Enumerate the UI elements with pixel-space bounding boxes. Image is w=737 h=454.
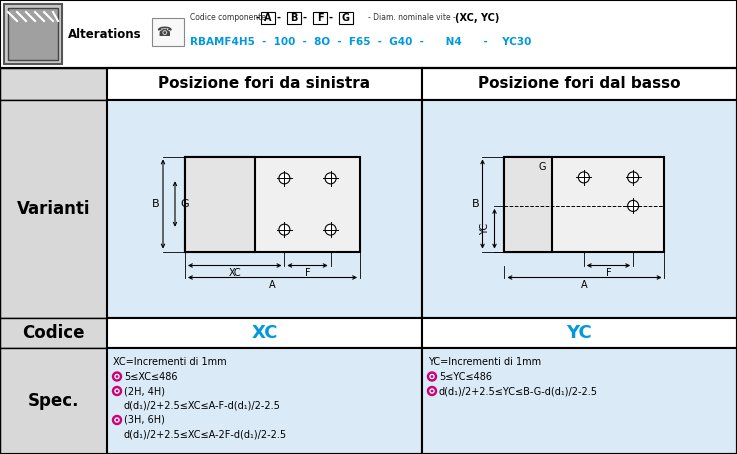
Text: F: F <box>606 267 611 277</box>
Text: Spec.: Spec. <box>28 392 80 410</box>
Text: XC: XC <box>251 324 278 342</box>
Text: F: F <box>304 267 310 277</box>
Circle shape <box>115 389 119 393</box>
Bar <box>107 68 422 100</box>
Bar <box>422 68 737 100</box>
Bar <box>185 157 255 252</box>
Circle shape <box>116 376 118 377</box>
Bar <box>0 348 107 454</box>
Text: 5≤XC≤486: 5≤XC≤486 <box>124 371 178 381</box>
Bar <box>339 12 353 24</box>
Text: Codice componente: Codice componente <box>190 14 266 23</box>
Bar <box>107 318 422 348</box>
Text: A: A <box>265 13 272 23</box>
Circle shape <box>116 390 118 392</box>
Circle shape <box>279 224 290 235</box>
Bar <box>185 157 360 252</box>
Bar <box>107 100 422 318</box>
Bar <box>287 12 301 24</box>
Circle shape <box>431 376 433 377</box>
Bar <box>422 318 737 348</box>
Text: F: F <box>317 13 324 23</box>
Text: Posizione fori da sinistra: Posizione fori da sinistra <box>158 77 371 92</box>
Text: G: G <box>539 162 546 172</box>
Text: XC=Incrementi di 1mm: XC=Incrementi di 1mm <box>113 357 226 367</box>
Text: d(d₁)/2+2.5≤XC≤A-2F-d(d₁)/2-2.5: d(d₁)/2+2.5≤XC≤A-2F-d(d₁)/2-2.5 <box>124 429 287 439</box>
Bar <box>261 12 275 24</box>
Circle shape <box>113 386 122 395</box>
Bar <box>505 157 553 252</box>
Circle shape <box>279 173 290 184</box>
Text: G: G <box>181 199 189 209</box>
Circle shape <box>579 172 590 183</box>
Circle shape <box>113 372 122 381</box>
Text: Codice: Codice <box>22 324 85 342</box>
Text: -: - <box>277 13 281 23</box>
Circle shape <box>325 224 336 235</box>
Text: YC=Incrementi di 1mm: YC=Incrementi di 1mm <box>428 357 541 367</box>
Bar <box>107 348 422 454</box>
Text: (3H, 6H): (3H, 6H) <box>124 415 165 425</box>
Text: (XC, YC): (XC, YC) <box>455 13 500 23</box>
Circle shape <box>116 419 118 421</box>
Text: Varianti: Varianti <box>17 200 90 218</box>
Bar <box>0 0 737 68</box>
Text: ☎: ☎ <box>156 25 172 39</box>
Text: XC: XC <box>228 267 241 277</box>
Circle shape <box>430 389 434 393</box>
Bar <box>0 0 737 68</box>
Text: A: A <box>581 280 588 290</box>
Bar <box>0 68 737 454</box>
Text: A: A <box>269 280 276 290</box>
Circle shape <box>115 375 119 379</box>
Text: B: B <box>290 13 298 23</box>
Circle shape <box>427 372 436 381</box>
Bar <box>152 18 184 46</box>
Circle shape <box>431 390 433 392</box>
Text: B: B <box>152 199 160 209</box>
Bar <box>8 8 58 60</box>
Circle shape <box>325 173 336 184</box>
Circle shape <box>113 415 122 424</box>
Text: d(d₁)/2+2.5≤XC≤A-F-d(d₁)/2-2.5: d(d₁)/2+2.5≤XC≤A-F-d(d₁)/2-2.5 <box>124 400 281 410</box>
Text: (2H, 4H): (2H, 4H) <box>124 386 165 396</box>
Text: Alterations: Alterations <box>68 28 142 40</box>
Text: - Diam. nominale vite -: - Diam. nominale vite - <box>368 14 455 23</box>
Text: Posizione fori dal basso: Posizione fori dal basso <box>478 77 681 92</box>
Bar <box>0 68 107 100</box>
Circle shape <box>628 200 639 212</box>
Bar <box>0 318 107 348</box>
Circle shape <box>427 386 436 395</box>
Text: -: - <box>329 13 333 23</box>
Text: B: B <box>472 199 479 209</box>
Bar <box>4 4 62 64</box>
Text: RBAMF4H5  -  100  -  8O  -  F65  -  G40  -      N4      -    YC30: RBAMF4H5 - 100 - 8O - F65 - G40 - N4 - Y… <box>190 37 531 47</box>
Text: -: - <box>303 13 307 23</box>
Circle shape <box>115 418 119 422</box>
Text: 5≤YC≤486: 5≤YC≤486 <box>439 371 492 381</box>
Circle shape <box>430 375 434 379</box>
Text: -: - <box>256 13 260 23</box>
Text: YC: YC <box>567 324 593 342</box>
Bar <box>505 157 665 252</box>
Circle shape <box>628 172 639 183</box>
Text: d(d₁)/2+2.5≤YC≤B-G-d(d₁)/2-2.5: d(d₁)/2+2.5≤YC≤B-G-d(d₁)/2-2.5 <box>439 386 598 396</box>
Bar <box>422 348 737 454</box>
Text: YC: YC <box>481 222 491 235</box>
Bar <box>0 100 107 318</box>
Bar <box>313 12 327 24</box>
Text: G: G <box>342 13 350 23</box>
Bar <box>422 100 737 318</box>
